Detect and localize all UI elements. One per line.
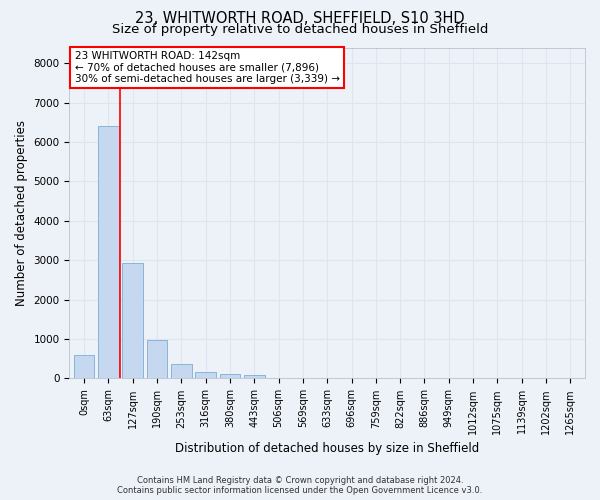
- Bar: [74, 355, 94, 378]
- Bar: [146, 340, 167, 378]
- Bar: [122, 264, 143, 378]
- Bar: [171, 364, 191, 378]
- Bar: [244, 375, 265, 378]
- Text: Size of property relative to detached houses in Sheffield: Size of property relative to detached ho…: [112, 24, 488, 36]
- X-axis label: Distribution of detached houses by size in Sheffield: Distribution of detached houses by size …: [175, 442, 479, 455]
- Text: Contains HM Land Registry data © Crown copyright and database right 2024.
Contai: Contains HM Land Registry data © Crown c…: [118, 476, 482, 495]
- Bar: [220, 374, 240, 378]
- Y-axis label: Number of detached properties: Number of detached properties: [15, 120, 28, 306]
- Bar: [195, 372, 216, 378]
- Text: 23 WHITWORTH ROAD: 142sqm
← 70% of detached houses are smaller (7,896)
30% of se: 23 WHITWORTH ROAD: 142sqm ← 70% of detac…: [74, 51, 340, 84]
- Bar: [98, 126, 119, 378]
- Text: 23, WHITWORTH ROAD, SHEFFIELD, S10 3HD: 23, WHITWORTH ROAD, SHEFFIELD, S10 3HD: [135, 11, 465, 26]
